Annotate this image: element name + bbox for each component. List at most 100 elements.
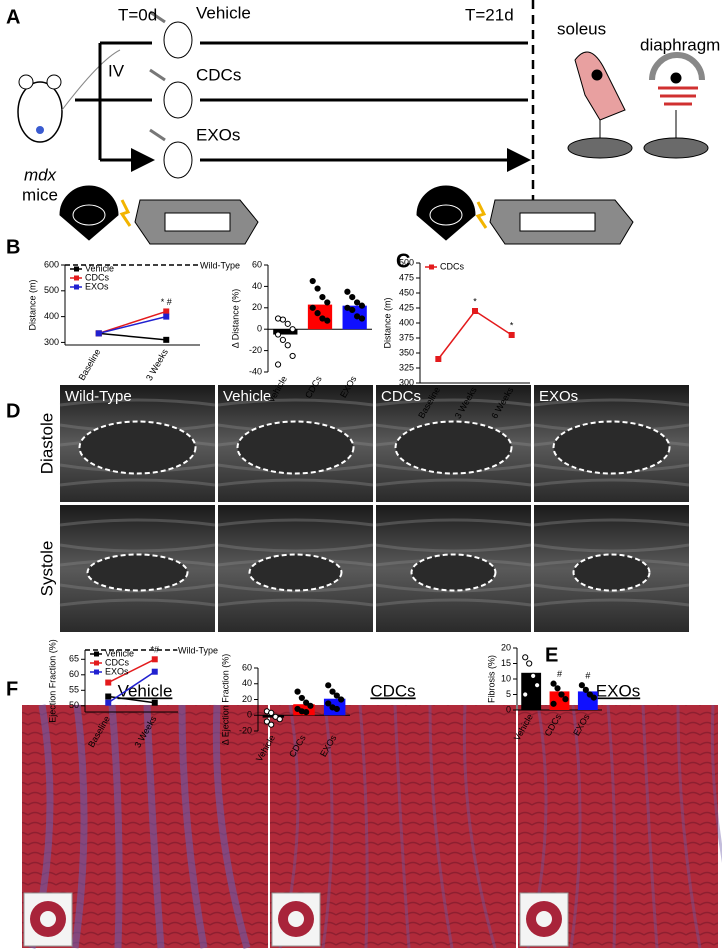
series-line <box>107 671 156 704</box>
y-tick-label: 40 <box>242 678 252 688</box>
annotation: * <box>510 320 514 330</box>
data-point <box>325 682 332 689</box>
echo-texture <box>59 478 216 487</box>
echo-texture <box>533 583 690 593</box>
y-tick-label: 10 <box>501 673 511 683</box>
echo-texture <box>217 598 374 607</box>
data-point <box>353 299 361 306</box>
data-point <box>344 288 351 295</box>
y-tick-label: 450 <box>399 287 414 297</box>
panel-label: A <box>6 6 20 28</box>
strain: mdx <box>24 165 57 184</box>
y-tick-label: -20 <box>239 725 252 735</box>
data-point <box>358 302 366 309</box>
x-tick-label: 3 Weeks <box>144 347 170 383</box>
y-tick-label: 400 <box>44 311 59 321</box>
y-tick-label: 60 <box>242 662 252 672</box>
legend-label: EXOs <box>85 281 109 291</box>
panel-label: B <box>6 236 20 258</box>
group-label: CDCs <box>196 65 241 84</box>
data-point <box>276 716 283 723</box>
y-tick-label: -40 <box>249 366 262 376</box>
y-tick-label: 50 <box>69 700 79 710</box>
bar <box>273 329 298 335</box>
muscle-label: diaphragm <box>640 35 720 54</box>
echo-texture <box>375 598 532 607</box>
echo-texture <box>533 398 690 407</box>
echo-texture <box>59 598 216 607</box>
data-point <box>522 691 529 698</box>
echo-outline <box>78 420 197 475</box>
data-point <box>274 315 282 322</box>
legend-marker <box>94 651 99 657</box>
data-point <box>530 672 537 680</box>
series-line <box>98 332 167 341</box>
legend-marker <box>74 275 79 281</box>
data-point <box>279 316 287 323</box>
data-point <box>151 699 158 706</box>
data-point <box>268 709 275 716</box>
data-point <box>550 680 557 687</box>
data-point <box>163 313 170 320</box>
echo-texture <box>375 543 532 553</box>
y-tick-label: 60 <box>252 259 262 269</box>
collagen-streak <box>393 704 411 949</box>
echo-outline <box>86 553 189 592</box>
collagen-streak <box>569 704 582 949</box>
echo-texture <box>59 518 216 527</box>
data-point <box>550 700 557 707</box>
echo-texture <box>375 478 532 487</box>
collagen-streak <box>71 704 88 949</box>
y-axis-label: Δ Ejection Fraction (%) <box>220 654 230 746</box>
echo-texture <box>59 543 216 553</box>
y-tick-label: 20 <box>242 694 252 704</box>
echo-outline <box>248 553 343 592</box>
y-tick-label: 600 <box>44 259 59 269</box>
legend-marker <box>94 660 99 666</box>
data-point <box>435 356 442 362</box>
y-axis-label: Δ Distance (%) <box>230 289 240 349</box>
data-point <box>284 320 291 327</box>
annotation: # <box>557 669 562 679</box>
legend-label: CDCs <box>105 657 129 667</box>
legend-label: EXOs <box>105 666 129 676</box>
data-point <box>325 700 332 707</box>
data-point <box>324 299 331 306</box>
collagen-streak <box>462 704 497 949</box>
annotation: # <box>585 671 590 681</box>
collagen-streak <box>358 704 369 949</box>
data-point <box>284 342 291 349</box>
echo-phase-label: Systole <box>37 541 56 597</box>
y-tick-label: 425 <box>399 302 414 312</box>
data-point <box>263 718 270 725</box>
y-tick-label: 400 <box>399 317 414 327</box>
data-point <box>522 654 529 661</box>
route: IV <box>108 61 125 80</box>
y-tick-label: 60 <box>69 669 79 679</box>
muscle-label: soleus <box>557 19 606 38</box>
data-point <box>324 317 331 324</box>
histology-group-label: CDCs <box>370 681 415 700</box>
data-point <box>307 702 314 709</box>
y-tick-label: 20 <box>252 302 262 312</box>
echo-phase-label: Diastole <box>37 413 56 474</box>
y-tick-label: 375 <box>399 332 414 342</box>
data-point <box>554 685 561 692</box>
y-tick-label: 0 <box>257 324 262 334</box>
y-tick-label: 15 <box>501 658 511 668</box>
collagen-streak <box>143 704 165 949</box>
legend-marker <box>74 266 79 272</box>
y-tick-label: 500 <box>399 257 414 267</box>
collagen-streak <box>212 704 251 949</box>
data-point <box>303 709 310 716</box>
collagen-streak <box>641 704 659 949</box>
data-point <box>309 304 316 311</box>
data-point <box>319 294 326 301</box>
y-tick-label: 325 <box>399 362 414 372</box>
y-axis-label: Distance (m) <box>382 297 392 348</box>
y-tick-label: 5 <box>506 689 511 699</box>
y-axis-label: Ejection Fraction (%) <box>47 639 57 723</box>
collagen-streak <box>606 704 617 949</box>
histology-group-label: EXOs <box>596 681 640 700</box>
